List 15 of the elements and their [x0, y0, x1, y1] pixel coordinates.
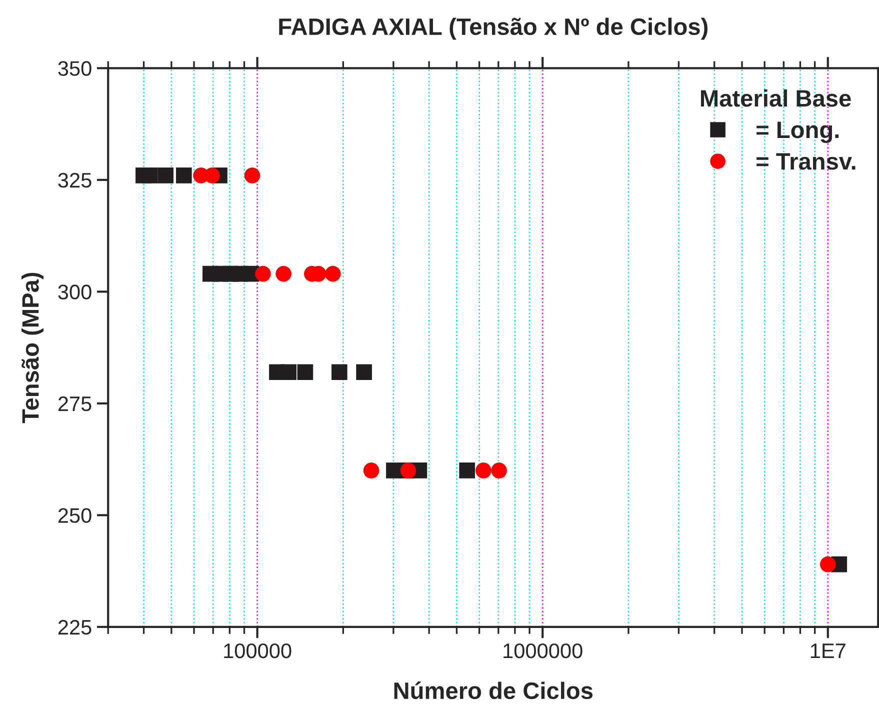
legend-label: = Long.: [756, 122, 839, 143]
legend-title: Material Base: [700, 89, 851, 107]
x-tick-label: 1E7: [810, 644, 846, 658]
y-tick-label: 325: [58, 172, 92, 188]
y-tick-label: 300: [58, 284, 92, 300]
legend-label: = Transv.: [756, 153, 856, 170]
x-tick-label: 100000: [224, 643, 292, 658]
y-tick-label: 350: [58, 61, 92, 76]
x-axis-title: Número de Ciclos: [394, 682, 593, 700]
y-tick-label: 250: [58, 508, 92, 523]
y-axis-title: Tensão (MPa): [21, 272, 44, 424]
x-tick-label: 1000000: [504, 643, 582, 658]
chart-title: FADIGA AXIAL (Tensão x Nº de Ciclos): [279, 18, 708, 40]
y-tick-label: 275: [58, 396, 92, 412]
y-tick-label: 225: [58, 620, 92, 635]
